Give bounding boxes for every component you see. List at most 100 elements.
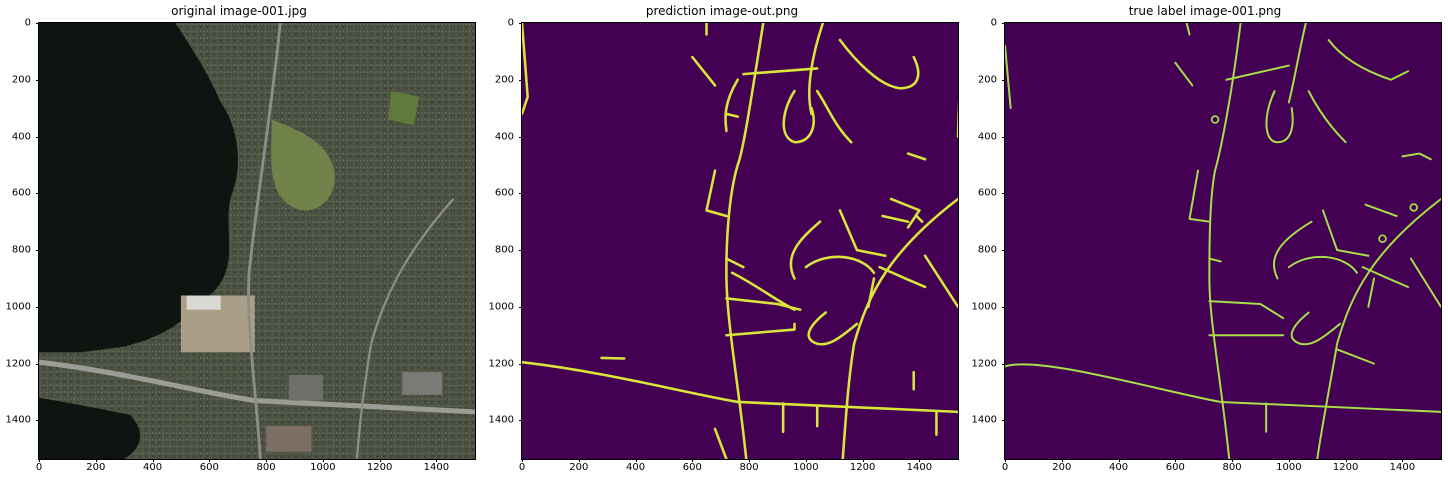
prediction-svg bbox=[522, 23, 958, 459]
y-tick-label: 200 bbox=[977, 74, 997, 86]
x-tick-mark bbox=[266, 459, 268, 462]
x-tick-label: 400 bbox=[1108, 462, 1129, 473]
y-tick-mark bbox=[1002, 23, 1005, 24]
y-tick-mark bbox=[1002, 136, 1005, 138]
x-tick-mark bbox=[692, 459, 694, 462]
y-tick-mark bbox=[36, 306, 39, 308]
x-tick-mark bbox=[39, 459, 40, 462]
y-tick-label: 0 bbox=[24, 17, 31, 29]
y-tick-mark bbox=[36, 23, 39, 24]
y-tick-mark bbox=[519, 363, 522, 365]
x-tick-label: 600 bbox=[199, 462, 219, 473]
panel-original: original image-001.jpg bbox=[0, 0, 478, 482]
y-tick-mark bbox=[1002, 250, 1005, 252]
truth-svg bbox=[1005, 23, 1441, 459]
panel-title: prediction image-out.png bbox=[645, 4, 799, 18]
x-tick-label: 1400 bbox=[906, 462, 933, 473]
panel-prediction: prediction image-out.png bbox=[483, 0, 961, 482]
x-tick-label: 1200 bbox=[849, 462, 876, 473]
y-tick-mark bbox=[519, 79, 522, 81]
y-tick-mark bbox=[519, 23, 522, 24]
y-tick-label: 800 bbox=[11, 244, 31, 256]
x-tick-mark bbox=[1061, 459, 1063, 462]
x-tick-mark bbox=[749, 459, 751, 462]
x-tick-mark bbox=[1232, 459, 1234, 462]
x-tick-label: 800 bbox=[739, 462, 759, 473]
y-tick-mark bbox=[519, 136, 522, 138]
x-tick-label: 1200 bbox=[366, 462, 393, 473]
y-tick-label: 1000 bbox=[5, 301, 31, 313]
x-tick-mark bbox=[919, 459, 921, 462]
x-tick-label: 0 bbox=[1001, 462, 1009, 473]
y-tick-mark bbox=[1002, 193, 1005, 195]
y-tick-label: 1400 bbox=[971, 414, 997, 426]
y-tick-mark bbox=[1002, 420, 1005, 422]
y-tick-label: 800 bbox=[494, 244, 514, 256]
y-tick-mark bbox=[1002, 306, 1005, 308]
x-tick-mark bbox=[1005, 459, 1006, 462]
y-tick-mark bbox=[36, 79, 39, 81]
x-tick-mark bbox=[1402, 459, 1404, 462]
y-tick-mark bbox=[519, 193, 522, 195]
y-tick-label: 600 bbox=[11, 187, 31, 199]
x-tick-label: 600 bbox=[1165, 462, 1185, 473]
x-tick-mark bbox=[635, 459, 637, 462]
x-tick-label: 1400 bbox=[423, 462, 450, 473]
x-tick-label: 200 bbox=[1052, 462, 1072, 473]
x-tick-label: 800 bbox=[1222, 462, 1242, 473]
y-tick-label: 800 bbox=[977, 244, 997, 256]
y-tick-label: 200 bbox=[11, 74, 31, 86]
y-tick-mark bbox=[36, 193, 39, 195]
prediction-mask bbox=[521, 22, 959, 460]
x-tick-label: 1000 bbox=[1276, 462, 1302, 473]
x-tick-label: 0 bbox=[35, 462, 43, 473]
x-tick-mark bbox=[805, 459, 807, 462]
panel-title: original image-001.jpg bbox=[171, 4, 307, 18]
x-tick-label: 400 bbox=[142, 462, 163, 473]
y-tick-label: 0 bbox=[507, 17, 514, 29]
y-tick-mark bbox=[519, 420, 522, 422]
y-tick-mark bbox=[519, 306, 522, 308]
x-tick-mark bbox=[1288, 459, 1290, 462]
x-tick-label: 1000 bbox=[310, 462, 336, 473]
y-tick-mark bbox=[36, 420, 39, 422]
y-tick-label: 400 bbox=[977, 131, 997, 143]
y-tick-label: 1400 bbox=[488, 414, 514, 426]
x-tick-mark bbox=[1175, 459, 1177, 462]
y-tick-label: 1200 bbox=[488, 358, 514, 370]
satellite-image bbox=[38, 22, 476, 460]
x-tick-label: 400 bbox=[625, 462, 646, 473]
x-tick-label: 600 bbox=[682, 462, 702, 473]
y-tick-label: 600 bbox=[977, 187, 997, 199]
x-tick-label: 200 bbox=[86, 462, 106, 473]
y-tick-mark bbox=[1002, 79, 1005, 81]
y-tick-label: 200 bbox=[494, 74, 514, 86]
satellite-svg bbox=[39, 23, 475, 459]
x-tick-mark bbox=[209, 459, 211, 462]
y-tick-label: 1200 bbox=[971, 358, 997, 370]
panel-truth: true label image-001.png bbox=[966, 0, 1444, 482]
y-tick-label: 0 bbox=[990, 17, 997, 29]
x-tick-label: 200 bbox=[569, 462, 589, 473]
x-tick-mark bbox=[152, 459, 154, 462]
y-tick-mark bbox=[36, 363, 39, 365]
y-tick-label: 1000 bbox=[971, 301, 997, 313]
x-tick-mark bbox=[95, 459, 97, 462]
y-tick-mark bbox=[519, 250, 522, 252]
y-tick-label: 1000 bbox=[488, 301, 514, 313]
x-tick-label: 1200 bbox=[1332, 462, 1359, 473]
x-tick-label: 800 bbox=[256, 462, 276, 473]
x-tick-mark bbox=[1345, 459, 1347, 462]
y-tick-label: 400 bbox=[494, 131, 514, 143]
y-tick-mark bbox=[36, 136, 39, 138]
y-tick-label: 400 bbox=[11, 131, 31, 143]
x-tick-mark bbox=[522, 459, 523, 462]
panel-title: true label image-001.png bbox=[1128, 4, 1282, 18]
x-tick-mark bbox=[379, 459, 381, 462]
x-tick-mark bbox=[578, 459, 580, 462]
x-tick-mark bbox=[322, 459, 324, 462]
y-tick-label: 600 bbox=[494, 187, 514, 199]
x-tick-mark bbox=[1118, 459, 1120, 462]
x-tick-mark bbox=[436, 459, 438, 462]
truth-mask bbox=[1004, 22, 1442, 460]
